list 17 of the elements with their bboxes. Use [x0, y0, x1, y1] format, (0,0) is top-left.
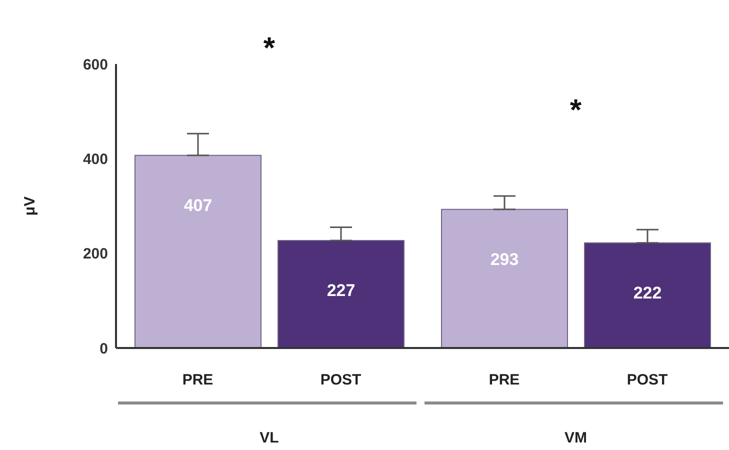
- series-label: PRE: [182, 372, 214, 388]
- series-label: POST: [320, 372, 362, 388]
- y-tick-label: 0: [100, 340, 108, 358]
- data-label: 293: [490, 250, 519, 269]
- x-tick-label: VL: [260, 430, 279, 446]
- data-label: 407: [184, 196, 212, 215]
- x-tick-label: VM: [564, 430, 587, 446]
- data-label: 227: [326, 281, 356, 300]
- annotation: *: [568, 94, 583, 128]
- data-label: 222: [633, 283, 662, 302]
- y-tick-label: 200: [82, 246, 108, 263]
- y-tick-label: 400: [82, 150, 108, 168]
- y-tick-label: 600: [82, 56, 108, 74]
- text: POST: [626, 372, 668, 388]
- text: PRE: [488, 372, 520, 388]
- y-axis-title: μV: [22, 196, 38, 216]
- annotation: *: [262, 32, 276, 65]
